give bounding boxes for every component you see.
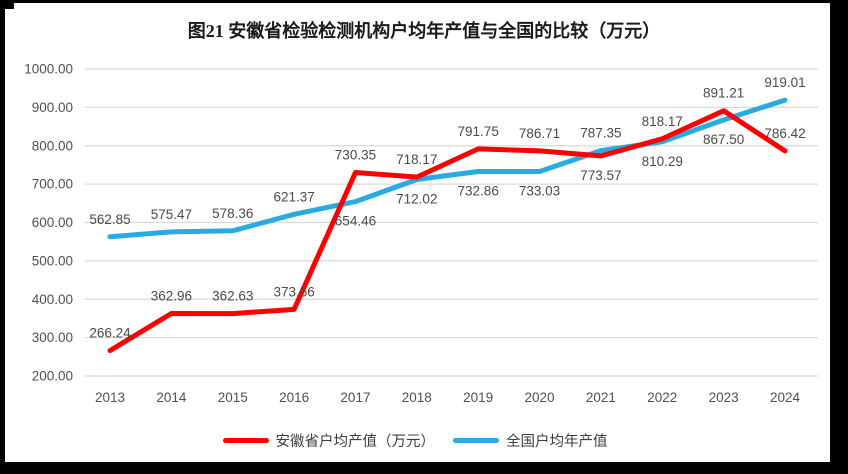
y-tick-label: 800.00 (32, 138, 73, 153)
chart-title: 图21 安徽省检验检测机构户均年产值与全国的比较（万元） (187, 21, 661, 41)
data-label-anhui: 786.42 (764, 126, 805, 141)
data-label-anhui: 891.21 (703, 86, 744, 101)
x-tick-label: 2017 (340, 390, 370, 405)
x-tick-label: 2020 (525, 390, 555, 405)
x-tick-label: 2013 (95, 390, 125, 405)
data-label-national: 712.02 (396, 192, 437, 207)
y-tick-label: 700.00 (32, 177, 73, 192)
data-label-national: 562.85 (89, 212, 130, 227)
data-label-anhui: 818.17 (642, 114, 683, 129)
legend-label-anhui: 安徽省户均产值（万元） (275, 434, 436, 450)
x-tick-label: 2014 (156, 390, 187, 405)
x-tick-label: 2024 (770, 390, 801, 405)
data-label-anhui: 718.17 (396, 152, 437, 167)
data-label-national: 575.47 (151, 207, 192, 222)
x-tick-label: 2022 (647, 390, 677, 405)
legend-swatch-anhui (222, 438, 269, 443)
legend-item-anhui: 安徽省户均产值（万元） (222, 430, 436, 451)
y-tick-label: 600.00 (32, 215, 73, 230)
data-label-national: 867.50 (703, 132, 744, 147)
data-label-national: 810.29 (642, 154, 683, 169)
data-label-national: 919.01 (764, 75, 805, 90)
y-tick-label: 500.00 (32, 253, 73, 268)
series-line-national (107, 97, 788, 240)
x-tick-label: 2023 (709, 390, 739, 405)
data-label-national: 732.86 (458, 184, 499, 199)
y-tick-label: 300.00 (32, 330, 73, 345)
legend-label-national: 全国户均年产值 (506, 434, 608, 450)
data-label-anhui: 373.66 (273, 284, 314, 299)
x-tick-label: 2018 (402, 390, 432, 405)
y-tick-label: 400.00 (32, 292, 73, 307)
data-label-anhui: 362.63 (212, 289, 253, 304)
data-label-national: 787.35 (580, 126, 621, 141)
x-tick-label: 2016 (279, 390, 309, 405)
series-line-anhui (107, 108, 788, 354)
data-label-anhui: 791.75 (458, 124, 499, 139)
data-label-anhui: 362.96 (151, 288, 192, 303)
x-tick-label: 2021 (586, 390, 616, 405)
data-label-anhui: 266.24 (89, 326, 131, 341)
y-tick-label: 1000.00 (24, 62, 73, 77)
table-border-fragment (0, 0, 14, 9)
chart-legend: 安徽省户均产值（万元） 全国户均年产值 (0, 430, 830, 451)
x-tick-label: 2019 (463, 390, 493, 405)
data-label-anhui: 786.71 (519, 126, 560, 141)
data-label-anhui: 773.57 (580, 168, 621, 183)
data-label-national: 621.37 (273, 189, 314, 204)
data-label-national: 654.46 (335, 214, 376, 229)
legend-item-national: 全国户均年产值 (453, 430, 608, 451)
data-label-national: 733.03 (519, 183, 560, 198)
y-tick-label: 900.00 (32, 100, 73, 115)
data-label-anhui: 730.35 (335, 147, 376, 162)
data-label-national: 578.36 (212, 206, 253, 221)
y-tick-label: 200.00 (32, 369, 73, 384)
legend-swatch-national (453, 438, 499, 443)
x-tick-label: 2015 (218, 390, 248, 405)
